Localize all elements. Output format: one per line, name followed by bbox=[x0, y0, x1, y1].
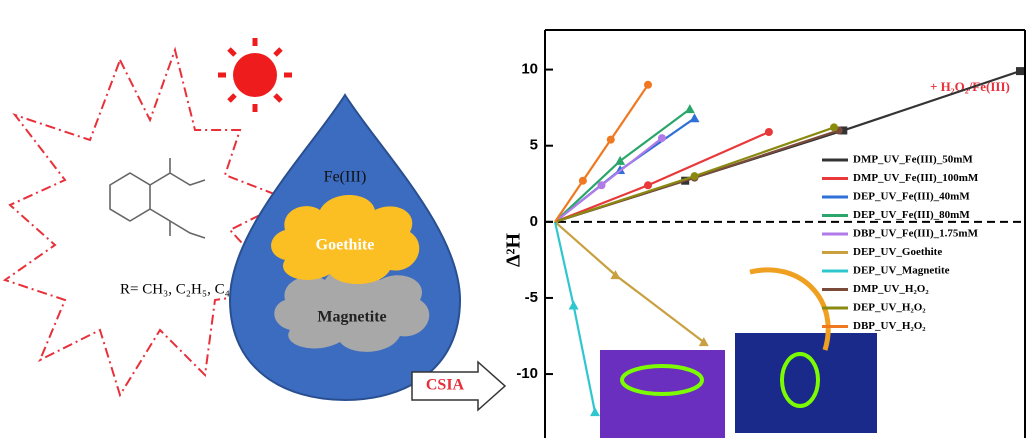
marker bbox=[839, 126, 848, 135]
marker bbox=[1016, 67, 1024, 76]
series-line bbox=[554, 130, 770, 223]
legend-label: DEP_UV_H₂O₂ bbox=[853, 302, 926, 314]
marker bbox=[610, 270, 621, 280]
marker bbox=[690, 172, 699, 181]
reagent-label: + H₂O₂/Fe(III) bbox=[930, 79, 1010, 94]
marker bbox=[684, 104, 695, 114]
marker bbox=[657, 134, 666, 143]
chart-frame bbox=[544, 29, 1026, 438]
marker bbox=[568, 300, 579, 310]
y-tick-label: -5 bbox=[525, 289, 538, 306]
legend-label: DMP_UV_H₂O₂ bbox=[853, 283, 929, 295]
marker bbox=[615, 155, 626, 165]
marker bbox=[644, 80, 652, 89]
legend-label: DMP_UV_Fe(III)_100mM bbox=[853, 172, 979, 184]
marker bbox=[764, 128, 773, 136]
y-tick-label: -10 bbox=[516, 365, 538, 382]
arrow bbox=[749, 267, 831, 351]
csia-arrow bbox=[411, 360, 507, 412]
sun bbox=[218, 38, 292, 112]
legend-label: DEP_UV_Fe(III)_40mM bbox=[853, 191, 970, 203]
y-tick-label: 10 bbox=[521, 61, 538, 78]
r-groups: R= CH₃, C₂H₅, C₄H₉ bbox=[120, 281, 246, 297]
marker bbox=[606, 135, 615, 144]
marker bbox=[578, 176, 587, 185]
y-tick-label: 5 bbox=[530, 137, 538, 154]
legend-label: DEP_UV_Goethite bbox=[853, 246, 942, 258]
y-tick-label: 0 bbox=[530, 213, 538, 230]
goethite-cloud bbox=[271, 195, 420, 285]
crystal-inset bbox=[735, 333, 877, 433]
legend-label: DMP_UV_Fe(III)_50mM bbox=[853, 154, 973, 166]
legend-label: DEP_UV_Magnetite bbox=[853, 265, 950, 277]
legend-label: DBP_UV_H₂O₂ bbox=[853, 320, 926, 332]
marker bbox=[597, 181, 606, 190]
marker bbox=[698, 337, 709, 347]
legend-label: DBP_UV_Fe(III)_1.75mM bbox=[853, 228, 979, 240]
marker bbox=[689, 113, 700, 123]
uv-burst bbox=[2, 46, 293, 398]
molecule bbox=[109, 158, 206, 239]
y-axis-label: Δ²H bbox=[503, 233, 525, 268]
orbit bbox=[780, 352, 820, 408]
csia-label: CSIA bbox=[426, 377, 465, 394]
fe-label: Fe(III) bbox=[324, 169, 367, 186]
magnetite-cloud bbox=[274, 266, 430, 352]
goethite-label: Goethite bbox=[316, 237, 375, 254]
magnetite-label: Magnetite bbox=[317, 309, 386, 326]
series-line bbox=[554, 84, 649, 223]
marker bbox=[644, 181, 652, 190]
marker bbox=[830, 123, 838, 132]
series-line bbox=[554, 137, 663, 223]
orbit bbox=[620, 364, 704, 396]
marker bbox=[589, 407, 600, 417]
legend-label: DEP_UV_Fe(III)_80mM bbox=[853, 209, 970, 221]
